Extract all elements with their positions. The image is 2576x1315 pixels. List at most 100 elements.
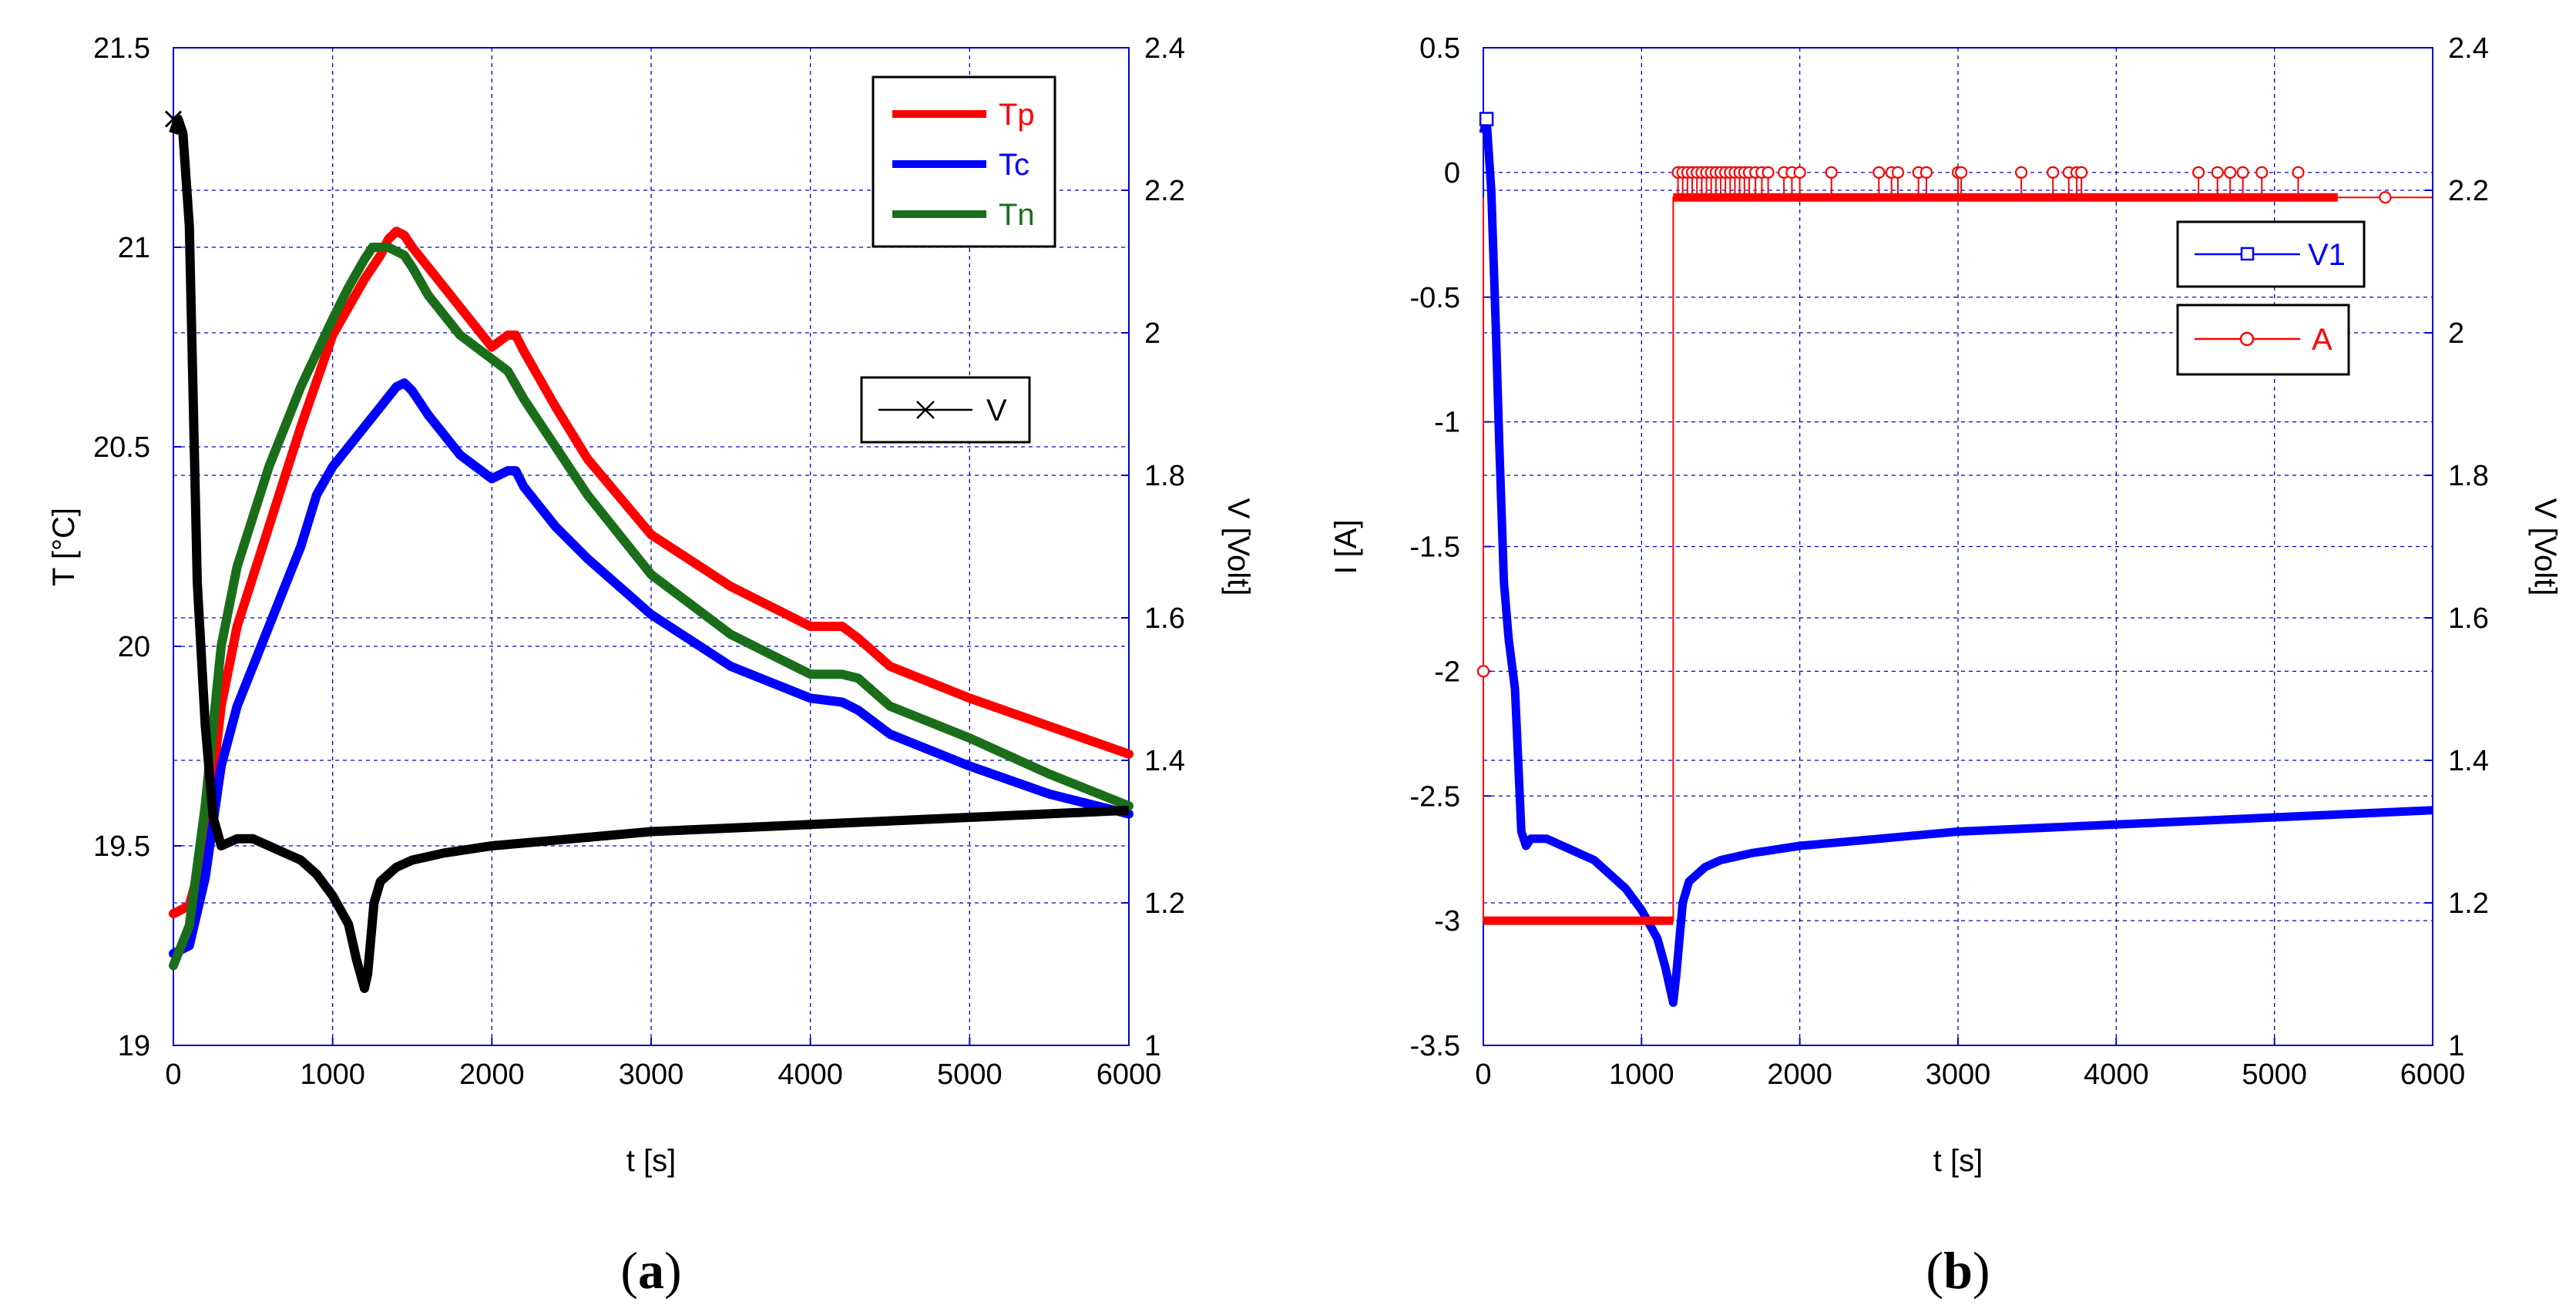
y-right-tick-label: 1.6 bbox=[2448, 602, 2489, 635]
line-tn bbox=[169, 243, 1134, 971]
marker-a bbox=[1955, 166, 1968, 179]
marker-a bbox=[1762, 166, 1775, 179]
panel-b-series bbox=[1476, 112, 2433, 1007]
y-tick-label: 20 bbox=[118, 631, 150, 663]
panel-b-legend-v1: V1 bbox=[2176, 220, 2366, 288]
legend-marker-v1 bbox=[2240, 247, 2255, 261]
legend-label-tn: Tn bbox=[999, 198, 1035, 232]
marker-a bbox=[1872, 166, 1886, 179]
y-right-tick-label: 2 bbox=[2448, 317, 2464, 350]
panel-b-caption: (b) bbox=[1926, 1241, 1990, 1300]
marker-a bbox=[2224, 166, 2237, 179]
y-right-tick-label: 1.4 bbox=[1144, 745, 1185, 777]
legend-label-v: V bbox=[986, 394, 1007, 428]
x-tick-label: 6000 bbox=[1097, 1058, 1162, 1091]
y-tick-label: -0.5 bbox=[1410, 282, 1460, 314]
marker-a bbox=[2047, 166, 2060, 179]
x-tick-label: 5000 bbox=[2242, 1058, 2307, 1091]
y-right-tick-label: 2.4 bbox=[2448, 32, 2489, 65]
x-tick-label: 3000 bbox=[619, 1058, 684, 1091]
y-tick-label: -2.5 bbox=[1410, 780, 1460, 813]
panel-b-xlabel: t [s] bbox=[1933, 1144, 1983, 1178]
x-tick-label: 5000 bbox=[937, 1058, 1003, 1091]
panel-b-legend-a: A bbox=[2176, 304, 2350, 376]
marker-a bbox=[2075, 166, 2088, 179]
y-right-tick-label: 1.2 bbox=[1144, 887, 1185, 920]
y-tick-label: 19 bbox=[118, 1030, 150, 1062]
line-v bbox=[169, 114, 1130, 993]
y-right-tick-label: 1.8 bbox=[1144, 460, 1185, 492]
y-right-tick-label: 1.6 bbox=[1144, 602, 1185, 635]
line-v1 bbox=[1479, 115, 2433, 1007]
panel-a-ylabel: T [°C] bbox=[47, 508, 81, 586]
x-tick-label: 4000 bbox=[778, 1058, 843, 1091]
y-tick-label: -1 bbox=[1434, 407, 1460, 439]
legend-label-tc: Tc bbox=[999, 148, 1029, 182]
y-tick-label: 19.5 bbox=[93, 830, 150, 863]
series-tn bbox=[169, 243, 1134, 971]
panel-b-ticks: 0 1000 2000 3000 4000 5000 6000 -3.5 -3 -2.5 -2 -1.… bbox=[1410, 32, 2489, 1091]
series-tp bbox=[169, 226, 1134, 919]
panel-b-chart: 0 1000 2000 3000 4000 5000 6000 -3.5 -3 -2.5 -2 -1.… bbox=[1329, 32, 2562, 1300]
marker-a bbox=[1476, 665, 1490, 678]
x-tick-label: 2000 bbox=[1767, 1058, 1832, 1091]
y-right-tick-label: 2.2 bbox=[2448, 175, 2489, 207]
marker-a bbox=[2192, 166, 2205, 179]
marker-a bbox=[2379, 191, 2392, 204]
panel-a-caption: (a) bbox=[620, 1241, 681, 1300]
y-tick-label: -3.5 bbox=[1410, 1030, 1460, 1062]
marker-a bbox=[2292, 166, 2305, 179]
panel-b-ylabel: I [A] bbox=[1329, 519, 1363, 574]
line-tc bbox=[169, 378, 1134, 958]
y-tick-label: 20.5 bbox=[93, 431, 150, 464]
x-tick-label: 1000 bbox=[300, 1058, 365, 1091]
y-right-tick-label: 1 bbox=[2448, 1030, 2464, 1062]
y-tick-label: 0.5 bbox=[1419, 32, 1460, 65]
legend-label-a: A bbox=[2312, 323, 2333, 357]
marker-a bbox=[2015, 166, 2028, 179]
x-tick-label: 0 bbox=[1475, 1058, 1491, 1091]
y-right-tick-label: 1.8 bbox=[2448, 460, 2489, 492]
legend-marker-v bbox=[916, 401, 935, 419]
panel-a-legend-temps: Tp Tc Tn bbox=[872, 75, 1056, 248]
panel-a-ticks: 0 1000 2000 3000 4000 5000 60001919.52020.5212… bbox=[93, 32, 1185, 1091]
x-tick-label: 1000 bbox=[1609, 1058, 1674, 1091]
y-right-tick-label: 1.2 bbox=[2448, 887, 2489, 920]
panel-a-xlabel: t [s] bbox=[626, 1144, 676, 1178]
y-tick-label: -2 bbox=[1434, 656, 1460, 688]
y-tick-label: 0 bbox=[1444, 157, 1460, 190]
y-right-tick-label: 1.4 bbox=[2448, 745, 2489, 777]
panel-a-ylabel-right: V [Volt] bbox=[1221, 498, 1255, 596]
x-tick-label: 6000 bbox=[2400, 1058, 2466, 1091]
marker-v1 bbox=[1479, 112, 1494, 126]
y-right-tick-label: 1 bbox=[1144, 1030, 1160, 1062]
legend-label-v1: V1 bbox=[2308, 238, 2346, 272]
line-tp bbox=[169, 226, 1134, 919]
x-tick-label: 4000 bbox=[2084, 1058, 2149, 1091]
panel-a-legend-voltage: V bbox=[860, 376, 1031, 444]
series-v bbox=[164, 110, 1130, 993]
marker-a bbox=[2211, 166, 2224, 179]
legend-label-tp: Tp bbox=[999, 98, 1035, 132]
x-tick-label: 3000 bbox=[1926, 1058, 1991, 1091]
x-tick-label: 0 bbox=[165, 1058, 181, 1091]
series-tc bbox=[169, 378, 1134, 958]
marker-a bbox=[1793, 166, 1806, 179]
y-tick-label: -3 bbox=[1434, 905, 1460, 938]
y-tick-label: 21.5 bbox=[93, 32, 150, 65]
marker-a bbox=[2236, 166, 2249, 179]
y-right-tick-label: 2 bbox=[1144, 317, 1160, 350]
marker-a bbox=[1825, 166, 1838, 179]
y-right-tick-label: 2.4 bbox=[1144, 32, 1185, 65]
y-right-tick-label: 2.2 bbox=[1144, 175, 1185, 207]
panel-a-chart: 0 1000 2000 3000 4000 5000 60001919.52020.5212… bbox=[47, 32, 1255, 1300]
panel-b-ylabel-right: V [Volt] bbox=[2528, 498, 2562, 596]
marker-a bbox=[1919, 166, 1933, 179]
series-v1 bbox=[1479, 112, 2433, 1007]
marker-a bbox=[2255, 166, 2269, 179]
x-tick-label: 2000 bbox=[459, 1058, 525, 1091]
y-tick-label: 21 bbox=[118, 232, 150, 264]
legend-marker-a bbox=[2239, 331, 2255, 347]
